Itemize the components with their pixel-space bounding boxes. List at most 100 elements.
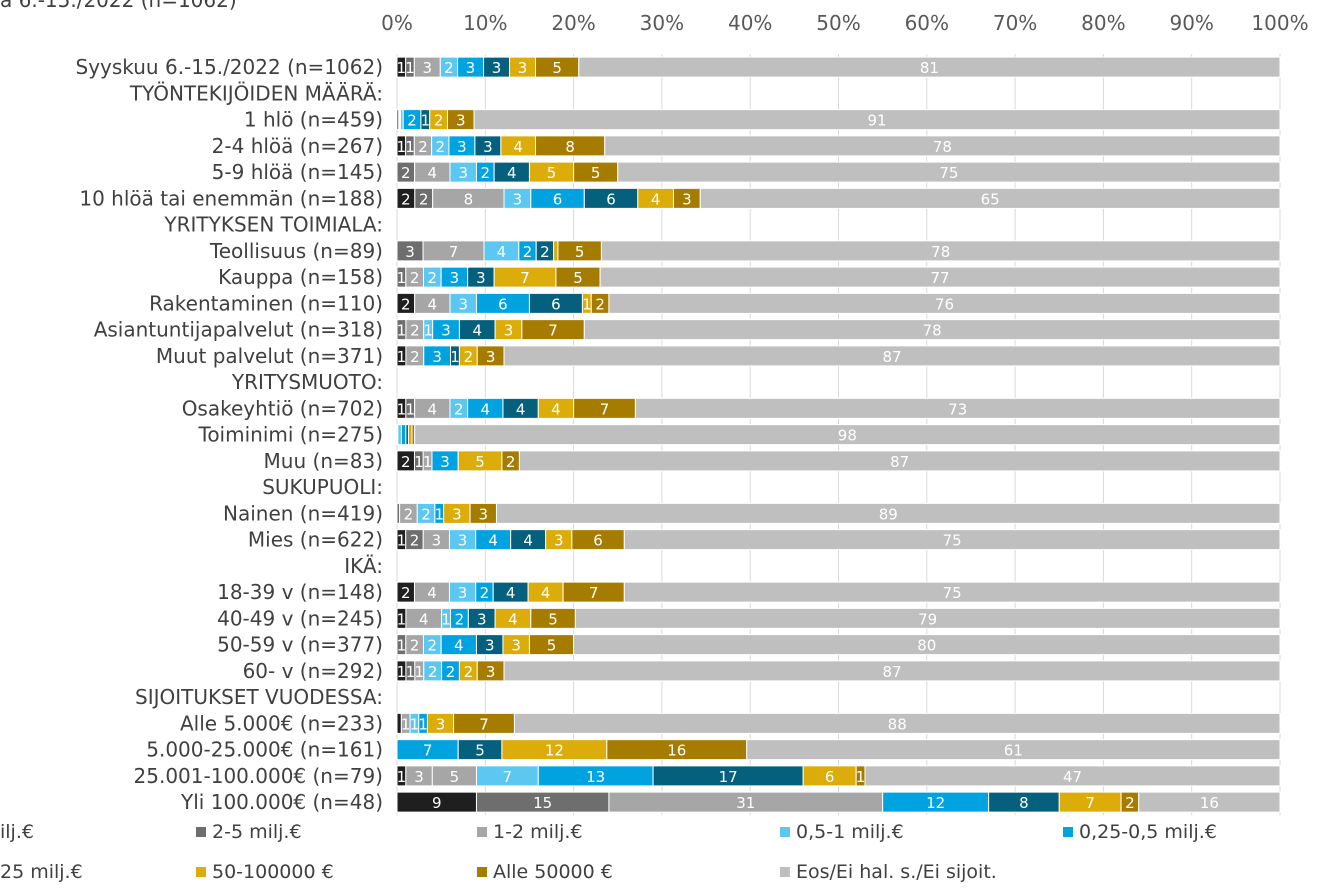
data-label: 1: [397, 532, 407, 550]
data-label: 2: [428, 637, 438, 655]
data-label: 4: [481, 400, 491, 418]
category-label: YRITYKSEN TOIMIALA:: [163, 213, 383, 237]
data-label: 7: [1085, 794, 1095, 812]
data-label: 7: [548, 322, 558, 340]
data-label: 3: [476, 269, 486, 287]
data-label: 2: [454, 400, 464, 418]
data-label: 75: [943, 532, 962, 550]
data-label: 73: [948, 400, 967, 418]
data-label: 1: [397, 610, 407, 628]
category-label: SUKUPUOLI:: [262, 475, 383, 499]
data-label: 4: [541, 584, 551, 602]
x-tick-label: 10%: [463, 11, 507, 35]
data-label: 31: [736, 794, 755, 812]
data-label: 3: [436, 715, 446, 733]
data-label: 9: [432, 794, 442, 812]
category-label: Rakentaminen (n=110): [149, 291, 383, 315]
data-label: 2: [418, 138, 428, 156]
x-tick-label: 70%: [993, 11, 1037, 35]
data-label: 4: [488, 532, 498, 550]
data-label: 87: [882, 663, 901, 681]
category-label: Asiantuntijapalvelut (n=318): [94, 318, 383, 342]
data-label: 4: [506, 584, 516, 602]
data-label: 2: [401, 190, 411, 208]
data-label: 7: [520, 269, 530, 287]
data-label: 7: [449, 243, 459, 261]
x-tick-label: 80%: [1081, 11, 1125, 35]
data-label: 1: [397, 269, 407, 287]
data-label: 4: [472, 322, 482, 340]
data-label: 2: [419, 190, 429, 208]
data-label: 3: [485, 637, 495, 655]
data-label: 2: [401, 584, 411, 602]
data-label: 2: [401, 295, 411, 313]
data-label: 7: [479, 715, 489, 733]
data-label: 4: [513, 138, 523, 156]
data-label: 87: [882, 348, 901, 366]
data-label: 4: [508, 610, 518, 628]
data-label: 1: [418, 715, 428, 733]
data-label: 61: [1004, 742, 1023, 760]
data-label: 2: [401, 164, 411, 182]
data-label: 8: [565, 138, 575, 156]
data-label: 1: [405, 59, 415, 77]
x-tick-label: 20%: [551, 11, 595, 35]
x-tick-label: 100%: [1251, 11, 1308, 35]
x-tick-label: 30%: [640, 11, 684, 35]
x-tick-label: 0%: [381, 11, 413, 35]
data-label: 75: [939, 164, 958, 182]
data-label: 6: [825, 768, 835, 786]
category-label: 2-4 hlöä (n=267): [212, 134, 383, 158]
data-label: 91: [867, 112, 886, 130]
data-label: 5: [552, 59, 562, 77]
data-label: 5: [475, 742, 485, 760]
data-label: 4: [419, 610, 429, 628]
data-label: 3: [479, 505, 489, 523]
data-label: 78: [931, 243, 950, 261]
data-label: 2: [455, 610, 465, 628]
data-label: 2: [410, 348, 420, 366]
data-label: 3: [414, 768, 424, 786]
data-label: 16: [1200, 794, 1219, 812]
data-label: 3: [513, 190, 523, 208]
data-label: 65: [981, 190, 1000, 208]
category-label: Kauppa (n=158): [218, 265, 383, 289]
data-label: 2: [404, 505, 414, 523]
category-label: 5-9 hlöä (n=145): [212, 160, 383, 184]
data-label: 4: [523, 532, 533, 550]
category-label: 1 hlö (n=459): [244, 108, 383, 132]
data-label: 2: [434, 112, 444, 130]
category-label: 50-59 v (n=377): [217, 633, 383, 657]
category-label: 40-49 v (n=245): [217, 606, 383, 630]
data-label: 2: [595, 295, 605, 313]
data-label: 2: [506, 453, 516, 471]
data-label: 1: [397, 348, 407, 366]
data-label: 81: [920, 59, 939, 77]
x-tick-label: 90%: [1169, 11, 1213, 35]
data-label: 8: [1019, 794, 1029, 812]
data-label: 4: [551, 400, 561, 418]
data-label: 3: [458, 295, 468, 313]
data-label: 2: [1125, 794, 1135, 812]
category-label: Nainen (n=419): [223, 501, 383, 525]
data-label: 77: [930, 269, 949, 287]
data-label: 8: [464, 190, 474, 208]
data-label: 3: [457, 138, 467, 156]
data-label: 3: [452, 505, 462, 523]
data-label: 7: [600, 400, 610, 418]
category-label: 18-39 v (n=148): [217, 580, 383, 604]
data-label: 12: [545, 742, 564, 760]
data-label: 7: [423, 742, 433, 760]
data-label: 1: [856, 768, 866, 786]
data-label: 78: [933, 138, 952, 156]
bar-segment: [554, 241, 558, 261]
data-label: 2: [410, 637, 420, 655]
data-label: 16: [667, 742, 686, 760]
data-label: 3: [423, 59, 433, 77]
data-label: 79: [918, 610, 937, 628]
data-label: 1: [397, 322, 407, 340]
data-label: 2: [480, 584, 490, 602]
data-label: 2: [428, 269, 438, 287]
category-label: 60- v (n=292): [243, 659, 383, 683]
data-label: 5: [547, 164, 557, 182]
